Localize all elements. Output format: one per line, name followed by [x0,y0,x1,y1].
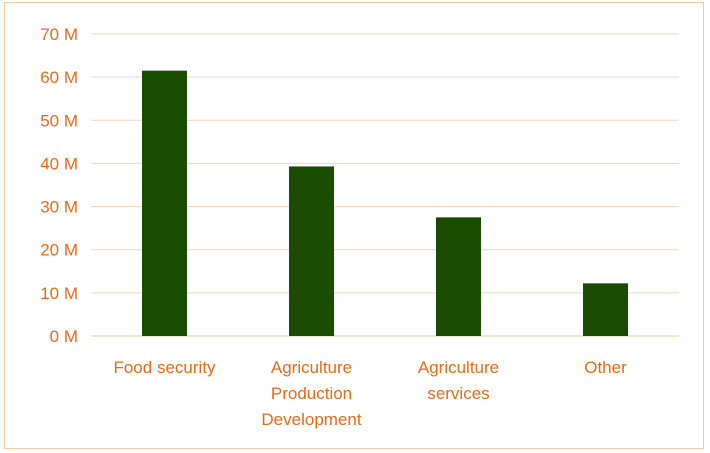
y-axis-ticks: 0 M 10 M 20 M 30 M 40 M 50 M 60 M 70 M [40,25,78,346]
x-category-label: Agriculture Production Development [261,358,361,429]
x-axis-categories: Food security Agriculture Production Develo… [113,358,627,429]
x-category-label: Other [584,358,627,377]
x-category-label: Food security [113,358,216,377]
bar [583,283,628,336]
x-category-label: Agriculture services [418,358,499,403]
y-tick-label: 40 M [40,154,78,173]
bar-chart: 0 M 10 M 20 M 30 M 40 M 50 M 60 M 70 M Food sec… [40,25,679,429]
bars [142,70,628,337]
x-category-label-line: services [427,384,489,403]
y-tick-label: 0 M [50,327,78,346]
y-tick-label: 20 M [40,241,78,260]
x-category-label-line: Agriculture [418,358,499,377]
x-category-label-line: Other [584,358,627,377]
bar [436,217,481,336]
x-category-label-line: Food security [113,358,216,377]
x-category-label-line: Production [271,384,352,403]
x-category-label-line: Agriculture [271,358,352,377]
y-tick-label: 10 M [40,284,78,303]
y-tick-label: 50 M [40,111,78,130]
x-category-label-line: Development [261,410,361,429]
gridlines [91,33,679,337]
y-tick-label: 30 M [40,198,78,217]
chart-frame: 0 M 10 M 20 M 30 M 40 M 50 M 60 M 70 M Food sec… [4,2,704,449]
bar [142,70,187,337]
y-tick-label: 70 M [40,25,78,44]
bar [289,166,334,336]
y-tick-label: 60 M [40,68,78,87]
